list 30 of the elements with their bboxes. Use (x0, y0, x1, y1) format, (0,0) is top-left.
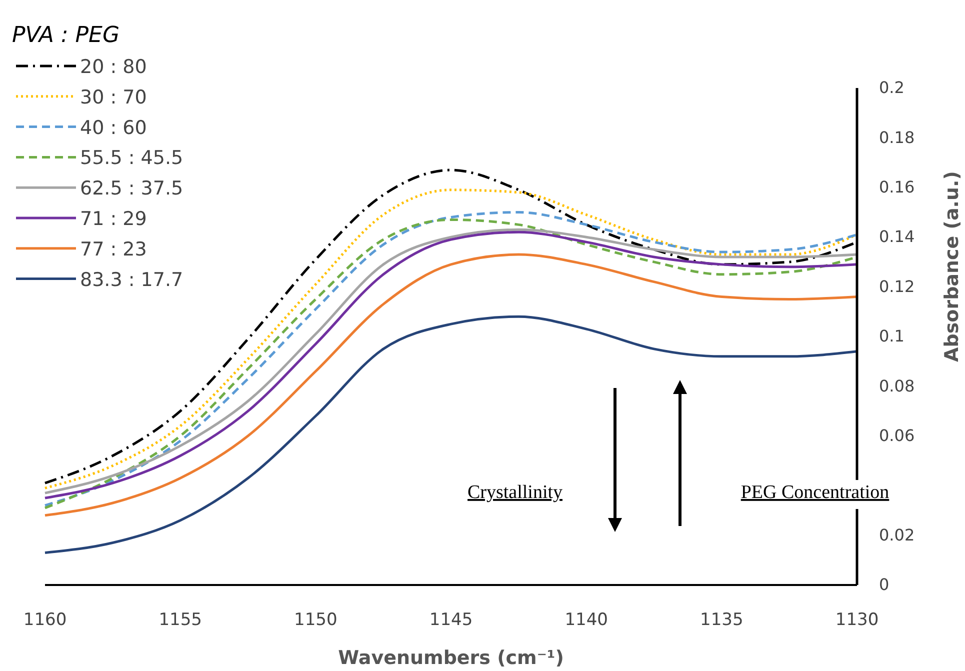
legend-label: 62.5 : 37.5 (80, 178, 184, 200)
x-tick-label: 1145 (429, 610, 473, 630)
legend-label: 77 : 23 (80, 238, 147, 260)
x-tick-label: 1135 (700, 610, 744, 630)
x-tick-label: 1150 (294, 610, 338, 630)
y-tick-label: 0.08 (879, 376, 915, 396)
legend-label: 55.5 : 45.5 (80, 147, 184, 170)
y-tick-label: 0.12 (879, 276, 915, 296)
x-tick-label: 1160 (23, 610, 67, 630)
y-tick-label: 0.16 (879, 178, 915, 197)
y-tick-label: 0.2 (879, 78, 904, 98)
y-tick-label: 0.14 (879, 227, 915, 246)
y-tick-label: 0.1 (879, 326, 904, 346)
y-tick-label: 0 (879, 575, 890, 594)
y-tick-label: 0.02 (879, 525, 915, 544)
legend-title: PVA : PEG (12, 23, 120, 48)
legend-label: 71 : 29 (80, 208, 147, 230)
legend-label: 20 : 80 (80, 56, 147, 78)
legend-label: 83.3 : 17.7 (80, 268, 184, 291)
y-tick-label: 0.18 (879, 128, 915, 147)
legend-label: 30 : 70 (80, 86, 147, 108)
x-tick-label: 1140 (564, 610, 608, 630)
y-axis-title: Absorbance (a.u.) (941, 171, 963, 362)
x-tick-label: 1130 (835, 610, 879, 630)
x-tick-label: 1155 (158, 610, 202, 630)
y-tick-label: 0.06 (879, 426, 915, 446)
legend-label: 40 : 60 (80, 116, 147, 139)
annotation: Crystallinity (468, 482, 563, 503)
annotation: PEG Concentration (740, 482, 890, 503)
x-axis-title: Wavenumbers (cm⁻¹) (338, 647, 564, 669)
